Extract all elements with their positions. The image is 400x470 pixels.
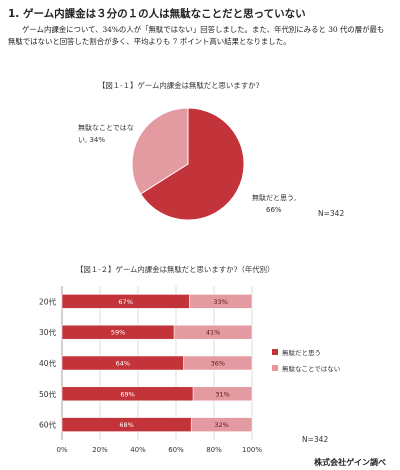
- bar-n-note: N=342: [302, 435, 328, 444]
- x-tick-label: 80%: [206, 446, 222, 454]
- pie-label-yes: 無駄だと思う,: [252, 193, 296, 202]
- pie-chart-title: 【図１-１】ゲーム内課金は無駄だと思いますか?: [98, 81, 260, 90]
- data-label: 69%: [120, 390, 134, 398]
- bar-chart-title: 【図１-２】ゲーム内課金は無駄だと思いますか?（年代別）: [76, 265, 275, 274]
- data-label: 64%: [116, 360, 130, 368]
- legend-label: 無駄なことではない: [282, 364, 340, 373]
- bar-segment: [190, 417, 253, 432]
- bar-segment: [189, 294, 253, 309]
- pie-label-no: 無駄なことではな: [78, 123, 134, 132]
- data-label: 32%: [214, 421, 228, 429]
- source-credit: 株式会社ゲイン調べ: [314, 458, 386, 467]
- legend-label: 無駄だと思う: [282, 348, 321, 357]
- category-label: 50代: [39, 389, 57, 399]
- pie-label-yes-pct: 66%: [266, 206, 282, 214]
- category-label: 40代: [39, 358, 57, 368]
- data-label: 36%: [211, 360, 225, 368]
- category-label: 20代: [39, 296, 57, 306]
- data-label: 31%: [215, 390, 229, 398]
- x-tick-label: 20%: [92, 446, 108, 454]
- data-label: 41%: [206, 329, 220, 337]
- data-label: 67%: [118, 298, 132, 306]
- data-label: 68%: [119, 421, 133, 429]
- stacked-bar-chart: 0% 20% 40% 60% 80% 100% 20代 67% 33% 30代 59% 41% 40代 6…: [39, 286, 340, 454]
- x-tick-label: 100%: [242, 446, 262, 454]
- legend-swatch: [272, 349, 278, 355]
- x-tick-label: 0%: [56, 446, 67, 454]
- category-label: 60代: [39, 420, 57, 430]
- category-label: 30代: [39, 327, 57, 337]
- data-label: 59%: [111, 329, 125, 337]
- summary-paragraph: ゲーム内課金について、34%の人が「無駄ではない」回答しました。また、年代別にみ…: [8, 25, 385, 46]
- pie-label-no-pct: い, 34%: [78, 136, 105, 144]
- pie-chart: 無駄なことではな い, 34% 無駄だと思う, 66% N=342: [78, 107, 344, 221]
- page-heading: 1. ゲーム内課金は３分の１の人は無駄なことだと思っていない: [8, 8, 306, 20]
- bar-segment: [192, 386, 253, 402]
- x-tick-label: 40%: [130, 446, 146, 454]
- pie-n-note: N=342: [318, 209, 344, 218]
- data-label: 33%: [213, 298, 227, 306]
- x-tick-label: 60%: [168, 446, 184, 454]
- bar-segment: [173, 324, 253, 340]
- pie-slice: [140, 107, 245, 221]
- bar-segment: [183, 355, 253, 371]
- legend-swatch: [272, 365, 278, 371]
